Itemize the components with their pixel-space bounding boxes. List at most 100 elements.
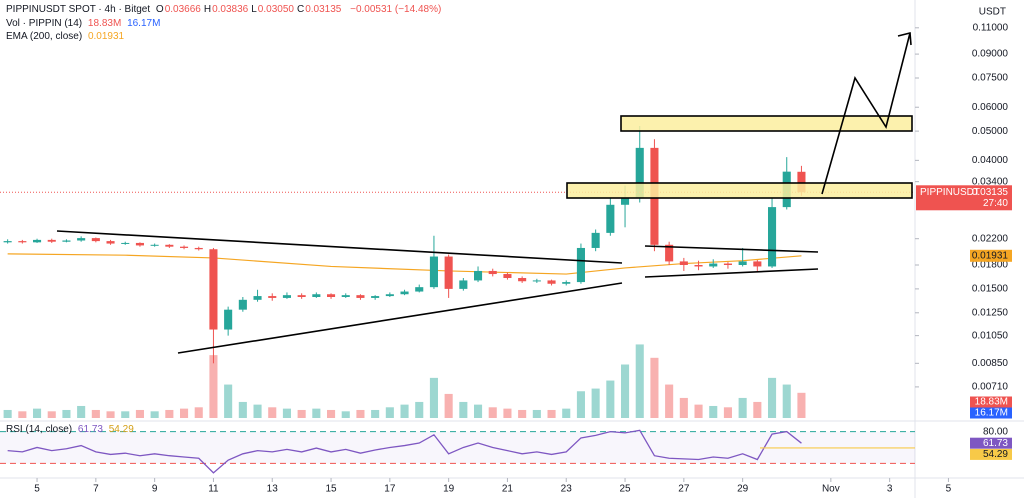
ema-tag-value: 0.01931 bbox=[972, 250, 1009, 261]
x-tick-label: 21 bbox=[502, 484, 514, 495]
candle-body bbox=[327, 294, 336, 297]
legend-value: 0.03666 bbox=[164, 4, 201, 15]
rsi-upper-label: 80.00 bbox=[983, 426, 1008, 437]
trendline bbox=[644, 245, 819, 253]
y-tick-label: 0.05000 bbox=[972, 126, 1009, 137]
price-legend: PIPPINUSDT SPOT · 4h · Bitget O0.03666 H0… bbox=[6, 4, 444, 15]
volume-bar bbox=[356, 409, 365, 418]
candle-body bbox=[47, 239, 56, 242]
volume-bar bbox=[47, 411, 56, 418]
ema-tag bbox=[970, 249, 1012, 262]
volume-bar bbox=[797, 392, 806, 418]
candle-body bbox=[474, 270, 483, 281]
candle-body bbox=[312, 294, 321, 297]
volume-bar bbox=[547, 409, 556, 418]
y-tick-label: 0.02200 bbox=[972, 233, 1009, 244]
candle-body bbox=[194, 247, 203, 250]
volume-bar bbox=[282, 408, 291, 418]
volume-bar bbox=[768, 377, 777, 418]
volume-bar bbox=[253, 404, 262, 418]
volume-bar bbox=[591, 388, 600, 418]
candle-body bbox=[679, 261, 688, 265]
x-tick-label: 29 bbox=[737, 484, 749, 495]
legend-value: 0.01931 bbox=[87, 31, 125, 42]
legend-value: 0.03050 bbox=[257, 4, 294, 15]
candle-body bbox=[694, 264, 703, 267]
candle-body bbox=[518, 277, 527, 282]
legend-key: H bbox=[203, 4, 212, 15]
volume-bar bbox=[709, 405, 718, 418]
candle-body bbox=[18, 241, 27, 243]
legend-name: Vol · PIPPIN (14) bbox=[6, 18, 83, 29]
y-tick-label: 0.04000 bbox=[972, 155, 1009, 166]
candle-body bbox=[738, 261, 747, 265]
x-tick-label: 5 bbox=[946, 484, 952, 495]
volume-bar bbox=[165, 409, 174, 418]
volume-bar bbox=[694, 404, 703, 418]
volume-bar bbox=[415, 401, 424, 418]
volume-bar bbox=[459, 401, 468, 418]
volume-bar bbox=[62, 409, 71, 418]
trendline bbox=[56, 230, 623, 264]
volume-bar bbox=[400, 404, 409, 418]
candle-body bbox=[665, 244, 674, 262]
candle-body bbox=[135, 242, 144, 246]
volume-bar bbox=[18, 411, 27, 418]
volume-bar bbox=[135, 409, 144, 418]
candle-body bbox=[547, 280, 556, 284]
legend-name: RSI (14, close) bbox=[6, 424, 73, 435]
legend-value: 61.73 bbox=[77, 424, 103, 435]
volume-bar bbox=[3, 409, 12, 418]
volume-bar bbox=[518, 409, 527, 418]
candle-body bbox=[753, 261, 762, 267]
legend-value: 0.03836 bbox=[212, 4, 249, 15]
y-tick-label: 0.09000 bbox=[972, 49, 1009, 60]
projection-arrow bbox=[821, 32, 911, 195]
candle-body bbox=[371, 296, 380, 298]
volume-bar bbox=[33, 408, 42, 418]
volume-bar bbox=[576, 391, 585, 418]
y-tick-label: 0.06000 bbox=[972, 102, 1009, 113]
candle-body bbox=[635, 147, 644, 199]
volume-bar bbox=[444, 393, 453, 418]
x-tick-label: 19 bbox=[443, 484, 455, 495]
arrow-head bbox=[897, 31, 912, 46]
candle-body bbox=[356, 295, 365, 298]
volume-bar bbox=[341, 411, 350, 418]
legend-value: 18.83M bbox=[87, 18, 122, 29]
volume-bar bbox=[488, 407, 497, 418]
y-tick-label: 0.00850 bbox=[972, 358, 1009, 369]
x-tick-label: Nov bbox=[822, 484, 840, 495]
candle-body bbox=[459, 280, 468, 289]
volume-bar bbox=[327, 409, 336, 418]
rsi-ma-tag-value: 54.29 bbox=[983, 449, 1008, 460]
volume-bar bbox=[385, 407, 394, 418]
candle-body bbox=[33, 239, 42, 243]
candle-body bbox=[488, 270, 497, 275]
rsi-ma-tag bbox=[970, 448, 1012, 460]
volume-bar bbox=[371, 409, 380, 418]
y-tick-label: 0.03400 bbox=[972, 176, 1009, 187]
volume-bar bbox=[238, 401, 247, 418]
volume-bar bbox=[753, 401, 762, 418]
legend-value: 54.29 bbox=[108, 424, 134, 435]
candle-body bbox=[576, 247, 585, 283]
volume-bar bbox=[180, 408, 189, 418]
rsi-line bbox=[7, 429, 802, 474]
legend-change: −0.00531 (−14.48%) bbox=[350, 4, 442, 15]
candle-body bbox=[621, 198, 630, 205]
candle-body bbox=[503, 274, 512, 278]
candle-body bbox=[209, 249, 218, 330]
volume-tag-label: 16.17M bbox=[975, 408, 1008, 419]
volume-bar bbox=[106, 411, 115, 418]
y-tick-label: 0.11000 bbox=[973, 22, 1009, 33]
candle-body bbox=[121, 242, 130, 244]
volume-bar bbox=[635, 344, 644, 418]
candle-body bbox=[341, 295, 350, 297]
x-tick-label: 25 bbox=[619, 484, 631, 495]
candle-body bbox=[797, 171, 806, 193]
volume-tag bbox=[970, 396, 1012, 408]
rsi-legend: RSI (14, close) 61.73 54.29 bbox=[6, 424, 137, 435]
volume-bar bbox=[194, 407, 203, 418]
